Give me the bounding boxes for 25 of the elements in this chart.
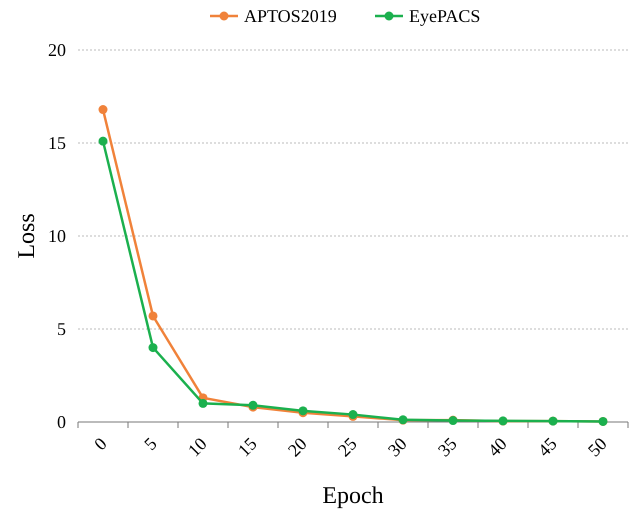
y-tick-label: 15 xyxy=(48,133,66,153)
x-axis-title: Epoch xyxy=(322,483,384,509)
point xyxy=(148,343,158,352)
y-tick-label: 20 xyxy=(48,40,66,60)
x-tick-label: 10 xyxy=(184,434,211,460)
x-tick-label: 50 xyxy=(584,434,611,460)
x-tick-label: 0 xyxy=(90,434,111,454)
legend-label: EyePACS xyxy=(409,6,480,26)
legend-label: APTOS2019 xyxy=(244,6,337,26)
x-tick-label: 15 xyxy=(234,434,261,460)
y-tick-label: 0 xyxy=(57,412,66,432)
x-tick-label: 25 xyxy=(334,434,361,460)
x-tick-label: 35 xyxy=(434,434,461,460)
y-axis-title: Loss xyxy=(14,213,40,259)
y-tick-label: 10 xyxy=(48,226,66,246)
x-tick-label: 20 xyxy=(284,434,311,460)
y-tick-label: 5 xyxy=(57,319,66,339)
point xyxy=(98,136,108,146)
x-tick-label: 40 xyxy=(484,434,511,460)
point xyxy=(98,105,108,114)
point xyxy=(198,398,208,408)
point xyxy=(148,311,158,320)
x-tick-label: 30 xyxy=(384,434,411,460)
x-tick-label: 5 xyxy=(140,434,161,454)
x-tick-label: 45 xyxy=(534,434,561,460)
